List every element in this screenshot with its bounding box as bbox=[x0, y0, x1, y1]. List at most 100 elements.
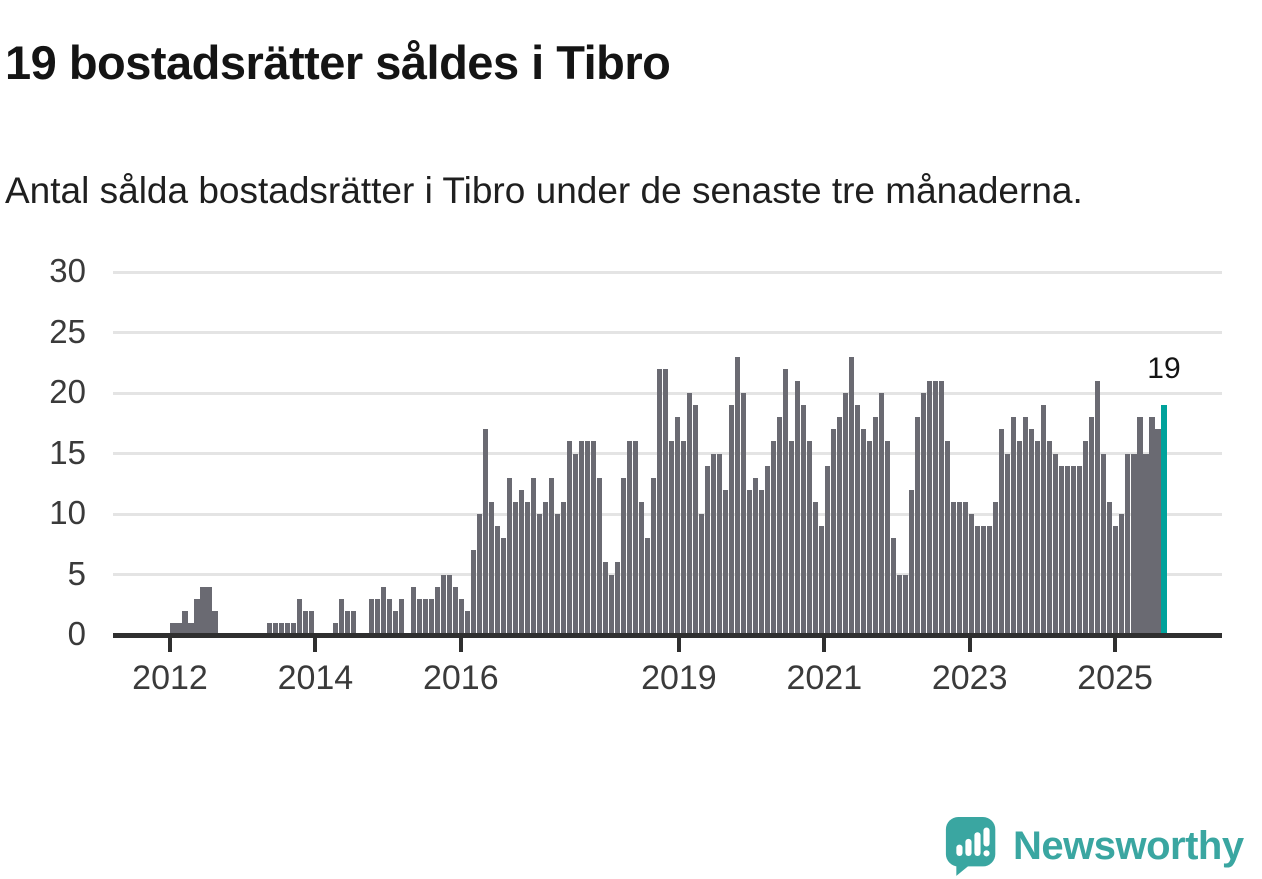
bar bbox=[542, 501, 548, 635]
bar bbox=[650, 477, 657, 635]
bar bbox=[849, 356, 855, 635]
bar bbox=[458, 598, 464, 635]
bar bbox=[957, 501, 963, 635]
bar bbox=[608, 574, 614, 635]
bar bbox=[753, 477, 759, 635]
bar bbox=[344, 610, 350, 635]
x-axis-tick bbox=[168, 637, 172, 652]
bar bbox=[813, 501, 819, 635]
bar bbox=[374, 598, 380, 635]
x-axis-label: 2023 bbox=[931, 659, 1008, 697]
bar bbox=[1059, 465, 1065, 635]
bar bbox=[338, 598, 344, 635]
bar bbox=[590, 441, 596, 635]
bar bbox=[188, 622, 194, 635]
bar bbox=[200, 586, 206, 635]
bar bbox=[602, 562, 608, 635]
bar bbox=[626, 441, 632, 635]
page-subtitle: Antal sålda bostadsrätter i Tibro under … bbox=[5, 170, 1083, 211]
x-axis-tick bbox=[458, 637, 463, 652]
bar bbox=[981, 526, 987, 635]
bar bbox=[795, 380, 801, 635]
bar bbox=[1017, 441, 1023, 635]
bar bbox=[951, 501, 957, 635]
bar bbox=[710, 453, 717, 635]
bar bbox=[777, 417, 783, 635]
bar bbox=[723, 489, 729, 635]
bar bbox=[1113, 526, 1119, 635]
gridline bbox=[113, 331, 1222, 334]
bar bbox=[855, 405, 861, 635]
bar bbox=[759, 489, 765, 635]
bar bbox=[735, 356, 741, 635]
bar bbox=[494, 526, 500, 635]
x-axis-tick bbox=[676, 637, 681, 652]
bar bbox=[915, 417, 921, 635]
x-axis-label: 2014 bbox=[277, 659, 354, 697]
bar bbox=[392, 610, 398, 635]
bar bbox=[416, 598, 422, 635]
bar bbox=[819, 526, 825, 635]
bar bbox=[783, 368, 789, 635]
x-axis-label: 2016 bbox=[422, 659, 499, 697]
bar bbox=[170, 622, 176, 635]
bar bbox=[566, 441, 572, 635]
bar bbox=[747, 489, 753, 635]
bar bbox=[272, 622, 278, 635]
bar bbox=[1077, 465, 1083, 635]
bar bbox=[1143, 453, 1149, 635]
bar bbox=[410, 586, 416, 635]
bar bbox=[548, 477, 554, 635]
value-annotation: 19 bbox=[1147, 352, 1181, 385]
bar bbox=[1119, 514, 1125, 635]
bar bbox=[350, 610, 356, 635]
bar bbox=[440, 574, 446, 635]
bar bbox=[861, 429, 867, 635]
bar bbox=[1047, 441, 1053, 635]
bar bbox=[206, 586, 212, 635]
bar bbox=[284, 622, 290, 635]
bar bbox=[939, 380, 945, 635]
bar bbox=[741, 393, 747, 635]
bar bbox=[903, 574, 909, 635]
bar bbox=[662, 368, 669, 635]
bar bbox=[506, 477, 512, 635]
x-axis-label: 2021 bbox=[786, 659, 863, 697]
bar bbox=[825, 465, 831, 635]
bar bbox=[885, 441, 891, 635]
bar bbox=[464, 610, 470, 635]
bar bbox=[698, 514, 705, 635]
bar bbox=[368, 598, 374, 635]
bar bbox=[194, 598, 200, 635]
bar bbox=[801, 405, 807, 635]
bar bbox=[422, 598, 428, 635]
bar bbox=[632, 441, 638, 635]
bar bbox=[1089, 417, 1095, 635]
bar bbox=[452, 586, 458, 635]
bar bbox=[512, 501, 518, 635]
bar bbox=[1011, 417, 1017, 635]
bar bbox=[831, 429, 837, 635]
bar bbox=[278, 622, 284, 635]
bar bbox=[879, 393, 885, 635]
bar bbox=[1137, 417, 1143, 635]
gridline bbox=[113, 270, 1222, 274]
bar bbox=[638, 501, 644, 635]
bar bbox=[765, 465, 771, 635]
bar bbox=[921, 393, 927, 635]
bar bbox=[476, 514, 482, 635]
bar bbox=[524, 501, 530, 635]
y-axis-label: 20 bbox=[49, 373, 86, 410]
x-axis-line bbox=[113, 633, 1222, 638]
bar bbox=[380, 586, 386, 635]
bar bbox=[1131, 453, 1137, 635]
bar bbox=[398, 598, 404, 635]
newsworthy-logo-text: Newsworthy bbox=[1013, 823, 1244, 868]
bar bbox=[1125, 453, 1131, 635]
bar bbox=[530, 477, 536, 635]
x-axis-tick bbox=[967, 637, 972, 652]
y-axis-label: 25 bbox=[49, 312, 86, 350]
bar bbox=[656, 368, 663, 635]
y-axis-label: 15 bbox=[49, 433, 86, 471]
